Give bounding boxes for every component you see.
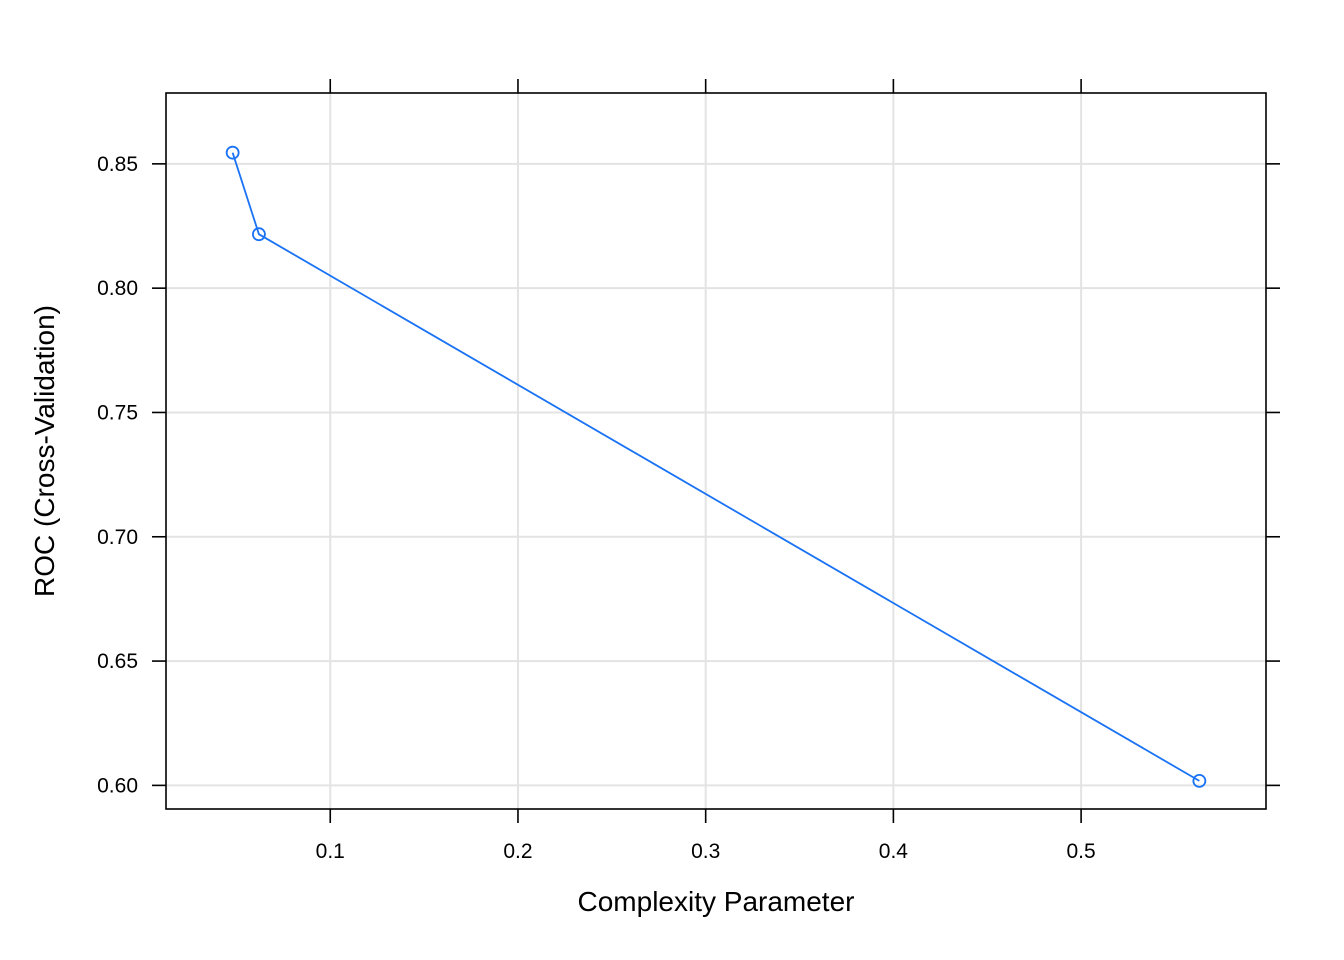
plot-panel bbox=[165, 92, 1267, 810]
grid-lines bbox=[166, 93, 1266, 809]
y-tick-label: 0.60 bbox=[97, 774, 138, 797]
x-tick-label: 0.1 bbox=[316, 840, 345, 863]
series-line bbox=[231, 152, 1200, 782]
x-tick-label: 0.2 bbox=[503, 840, 532, 863]
y-tick-label: 0.85 bbox=[97, 153, 138, 176]
x-tick-label: 0.3 bbox=[691, 840, 720, 863]
data-point bbox=[252, 227, 266, 242]
series-layer bbox=[225, 145, 1207, 788]
y-tick-label: 0.80 bbox=[97, 277, 138, 300]
data-point bbox=[225, 145, 240, 160]
x-tick-label: 0.4 bbox=[879, 840, 909, 863]
y-axis: 0.60 0.65 0.70 0.75 0.80 0.85 bbox=[97, 153, 1280, 797]
y-tick-label: 0.75 bbox=[97, 401, 138, 424]
x-axis-title: Complexity Parameter bbox=[578, 886, 855, 917]
x-axis: 0.1 0.2 0.3 0.4 0.5 bbox=[316, 79, 1096, 863]
y-axis-title: ROC (Cross-Validation) bbox=[29, 305, 60, 597]
y-tick-label: 0.70 bbox=[97, 526, 138, 549]
data-point bbox=[1192, 774, 1207, 788]
y-tick-label: 0.65 bbox=[97, 650, 138, 673]
x-tick-label: 0.5 bbox=[1067, 840, 1096, 863]
